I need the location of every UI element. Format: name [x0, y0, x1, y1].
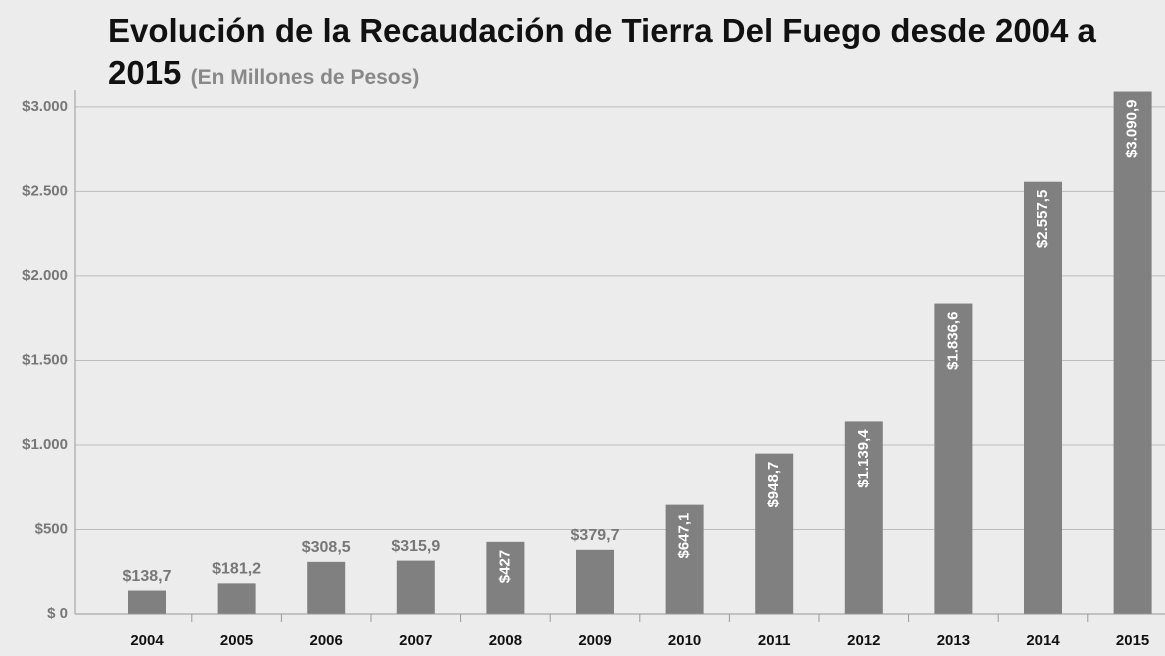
- y-tick-label: $1.500: [22, 351, 68, 368]
- value-label: $3.090,9: [1124, 100, 1141, 158]
- x-tick-label: 2011: [758, 632, 791, 649]
- bar: [844, 421, 883, 614]
- bar: [486, 541, 525, 614]
- chart-title-block: Evolución de la Recaudación de Tierra De…: [108, 10, 1128, 99]
- bar: [128, 590, 166, 614]
- y-tick-label: $500: [35, 520, 68, 537]
- y-tick-label: $2.500: [22, 182, 68, 199]
- chart-title: Evolución de la Recaudación de Tierra De…: [108, 12, 1096, 91]
- value-label: $315,9: [391, 538, 440, 555]
- x-tick-label: 2014: [1026, 632, 1060, 649]
- x-tick-label: 2007: [399, 632, 432, 649]
- y-tick-label: $3.000: [22, 98, 68, 115]
- bar: [217, 583, 256, 614]
- value-label: $948,7: [765, 462, 782, 508]
- bar: [396, 560, 435, 614]
- value-label: $181,2: [212, 561, 261, 578]
- bar: [576, 549, 614, 614]
- x-tick-label: 2010: [668, 632, 701, 649]
- x-tick-label: 2013: [937, 632, 970, 649]
- value-label: $1.836,6: [944, 312, 961, 370]
- bar: [934, 303, 973, 614]
- value-label: $308,5: [302, 539, 351, 556]
- value-label: $1.139,4: [855, 429, 872, 488]
- chart-subtitle: (En Millones de Pesos): [190, 66, 420, 89]
- value-label: $427: [496, 550, 513, 583]
- bar: [1024, 181, 1062, 614]
- value-label: $138,7: [123, 568, 172, 585]
- x-tick-label: 2015: [1116, 632, 1149, 649]
- value-label: $647,1: [676, 513, 693, 559]
- y-tick-label: $2.000: [22, 267, 68, 284]
- value-label: $379,7: [571, 527, 620, 544]
- value-label: $2.557,5: [1034, 190, 1051, 248]
- x-tick-label: 2009: [578, 632, 611, 649]
- bar: [307, 561, 346, 614]
- x-tick-label: 2008: [489, 632, 522, 649]
- y-tick-label: $ 0: [47, 605, 68, 622]
- x-tick-label: 2006: [310, 632, 343, 649]
- x-tick-label: 2004: [130, 632, 164, 649]
- x-tick-label: 2012: [847, 632, 880, 649]
- x-tick-label: 2005: [220, 632, 253, 649]
- bar: [1113, 91, 1152, 614]
- bar: [755, 453, 794, 614]
- bar: [665, 504, 704, 614]
- y-tick-label: $1.000: [22, 436, 68, 453]
